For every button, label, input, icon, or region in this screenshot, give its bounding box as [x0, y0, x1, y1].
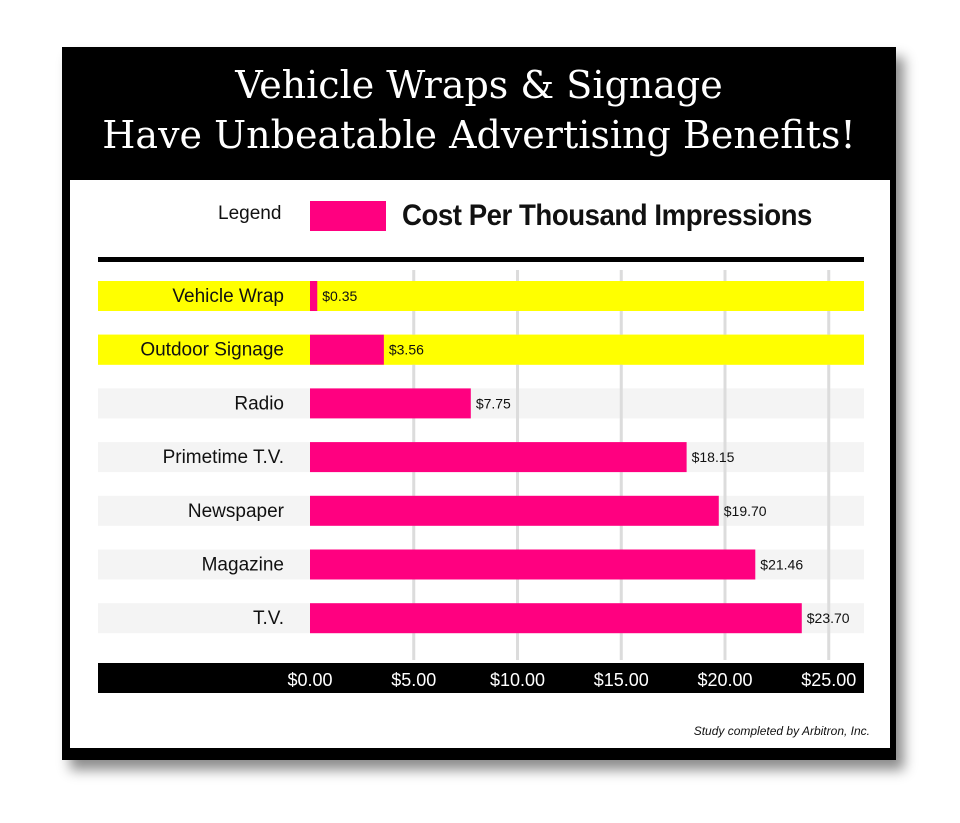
- data-label: $7.75: [476, 395, 511, 411]
- category-label: Radio: [234, 393, 284, 414]
- chart-title: Vehicle Wraps & Signage Have Unbeatable …: [62, 60, 896, 160]
- bar: [310, 334, 384, 365]
- x-tick-label: $0.00: [287, 670, 332, 690]
- legend-label: Legend: [218, 203, 282, 224]
- legend-swatch: [310, 201, 386, 231]
- legend-series-name: Cost Per Thousand Impressions: [402, 199, 812, 232]
- bar: [310, 388, 471, 419]
- category-label: Newspaper: [188, 501, 285, 522]
- x-tick-label: $20.00: [697, 670, 752, 690]
- data-label: $19.70: [724, 503, 767, 519]
- x-tick-label: $25.00: [801, 670, 856, 690]
- data-label: $3.56: [389, 342, 424, 358]
- x-tick-label: $15.00: [594, 670, 649, 690]
- x-tick-label: $5.00: [391, 670, 436, 690]
- bar: [310, 549, 756, 580]
- bar: [310, 603, 802, 634]
- data-label: $0.35: [322, 288, 357, 304]
- category-label: T.V.: [253, 608, 284, 629]
- bar: [310, 442, 687, 473]
- footnote: Study completed by Arbitron, Inc.: [693, 724, 870, 738]
- category-label: Vehicle Wrap: [172, 286, 284, 307]
- category-label: Outdoor Signage: [140, 340, 284, 361]
- bar: [310, 495, 719, 526]
- data-label: $21.46: [760, 557, 803, 573]
- category-label: Primetime T.V.: [163, 447, 284, 468]
- row-highlight: [98, 281, 864, 311]
- data-label: $18.15: [692, 449, 735, 465]
- data-label: $23.70: [807, 610, 850, 626]
- x-tick-label: $10.00: [490, 670, 545, 690]
- title-line-1: Vehicle Wraps & Signage: [235, 63, 723, 107]
- row-background: [98, 388, 864, 419]
- bar: [310, 281, 318, 311]
- header-divider: [98, 257, 864, 262]
- row-highlight: [98, 334, 864, 365]
- category-label: Magazine: [202, 555, 284, 576]
- x-axis-strip: [98, 663, 864, 693]
- title-line-2: Have Unbeatable Advertising Benefits!: [102, 113, 856, 157]
